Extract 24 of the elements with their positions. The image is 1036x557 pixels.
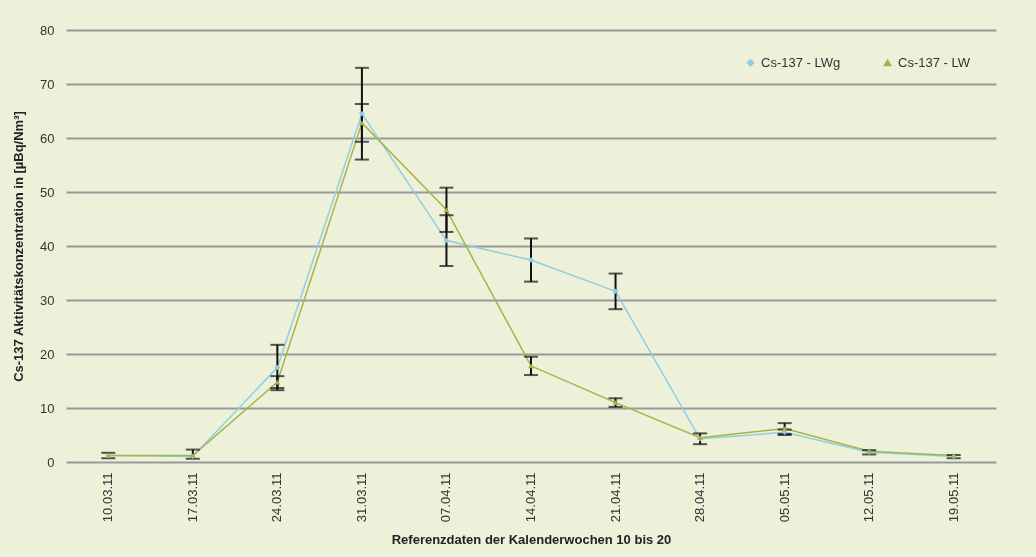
x-tick-label: 12.05.11 [861,472,877,523]
x-tick-label: 14.04.11 [523,472,538,523]
y-tick-label: 10 [40,400,55,416]
x-tick-label: 07.04.11 [438,472,454,523]
y-tick-label: 0 [47,454,55,470]
x-tick-label: 10.03.11 [100,472,116,523]
y-tick-label: 30 [40,292,55,308]
x-tick-label: 28.04.11 [692,472,708,523]
x-tick-label: 19.05.11 [945,472,961,523]
y-tick-label: 50 [40,184,55,200]
x-tick-label: 24.03.11 [269,472,285,523]
y-tick-label: 80 [40,22,55,38]
x-axis-title: Referenzdaten der Kalenderwochen 10 bis 20 [391,532,672,548]
legend-label: Cs-137 - LWg [761,54,841,70]
y-axis-title: Cs-137 Aktivitätskonzentration in [µBq/Nm³] [11,111,27,382]
x-tick-label: 21.04.11 [607,472,623,523]
x-tick-label: 31.03.11 [353,472,369,523]
y-tick-label: 70 [40,76,55,92]
y-tick-label: 20 [40,346,55,362]
x-tick-label: 05.05.11 [776,472,792,523]
legend-label: Cs-137 - LW [898,54,971,70]
y-tick-label: 40 [40,238,55,254]
x-tick-label: 17.03.11 [184,472,200,523]
y-tick-label: 60 [40,130,55,146]
